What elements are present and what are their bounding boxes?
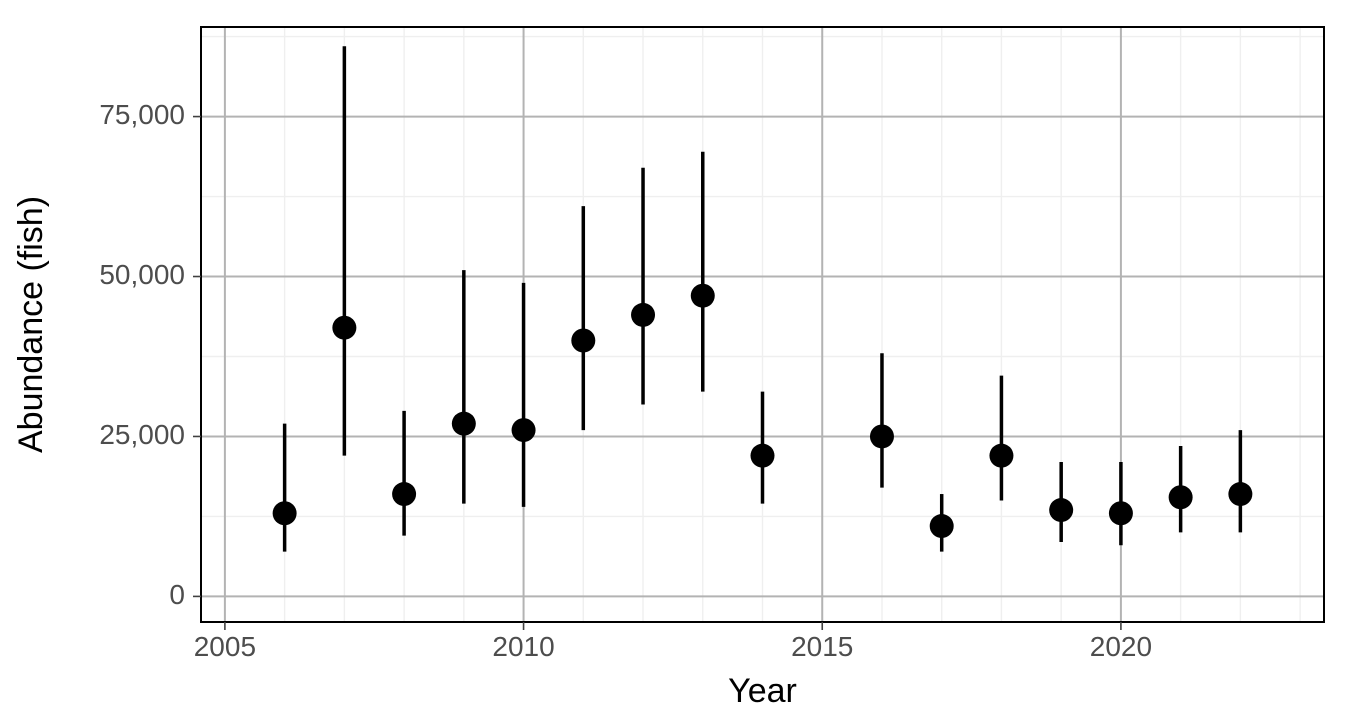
x-tick-label: 2020 xyxy=(1090,631,1152,662)
data-point xyxy=(691,284,715,308)
data-point xyxy=(571,328,595,352)
chart-svg: 2005 2010 2015 2020 0 25,000 50,000 75,000 Year A… xyxy=(0,0,1350,719)
data-point xyxy=(1169,485,1193,509)
y-tick-label: 25,000 xyxy=(99,419,185,450)
data-point xyxy=(930,514,954,538)
data-point xyxy=(392,482,416,506)
x-tick-label: 2005 xyxy=(194,631,256,662)
data-point xyxy=(273,501,297,525)
x-axis-title: Year xyxy=(728,672,797,710)
data-point xyxy=(452,412,476,436)
y-axis-title: Abundance (fish) xyxy=(12,196,50,453)
x-tick-label: 2015 xyxy=(791,631,853,662)
data-point xyxy=(631,303,655,327)
y-tick-label: 75,000 xyxy=(99,99,185,130)
data-point xyxy=(870,424,894,448)
data-point xyxy=(1228,482,1252,506)
data-point xyxy=(751,444,775,468)
data-point xyxy=(989,444,1013,468)
data-point xyxy=(1049,498,1073,522)
x-tick-label: 2010 xyxy=(492,631,554,662)
data-point xyxy=(1109,501,1133,525)
y-tick-label: 0 xyxy=(169,579,185,610)
data-point xyxy=(332,316,356,340)
data-point xyxy=(512,418,536,442)
abundance-chart: 2005 2010 2015 2020 0 25,000 50,000 75,000 Year A… xyxy=(0,0,1350,719)
y-tick-label: 50,000 xyxy=(99,259,185,290)
